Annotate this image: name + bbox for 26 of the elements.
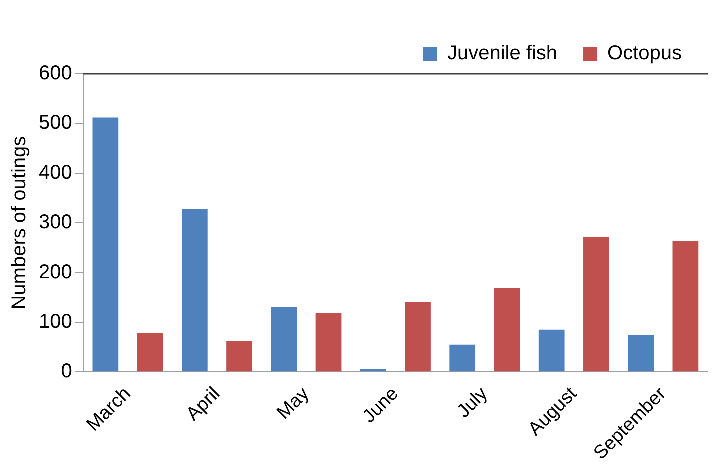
bar (271, 308, 298, 372)
x-tick-label: July (453, 383, 492, 422)
y-tick-label: 0 (61, 360, 72, 383)
bar (494, 288, 520, 372)
bar (538, 330, 565, 372)
bar (584, 236, 610, 372)
y-tick-label: 300 (38, 212, 72, 234)
legend-label: Juvenile fish (447, 42, 558, 65)
bar (360, 369, 386, 372)
bar (182, 209, 208, 372)
y-tick-label: 400 (38, 162, 72, 184)
bar (628, 335, 654, 372)
bar (316, 314, 342, 372)
bar (450, 344, 476, 372)
legend-label: Octopus (608, 42, 682, 65)
bar (672, 241, 699, 372)
y-tick-label: 100 (38, 310, 72, 333)
y-axis-title: Numbers of outings (8, 136, 31, 310)
bar (92, 118, 119, 372)
y-tick-label: 600 (38, 62, 72, 85)
y-tick-label: 500 (38, 112, 72, 134)
bar (405, 302, 431, 372)
bar (226, 341, 252, 372)
bar (137, 333, 164, 372)
x-tick-label: May (273, 383, 314, 424)
y-tick-label: 200 (38, 261, 72, 284)
